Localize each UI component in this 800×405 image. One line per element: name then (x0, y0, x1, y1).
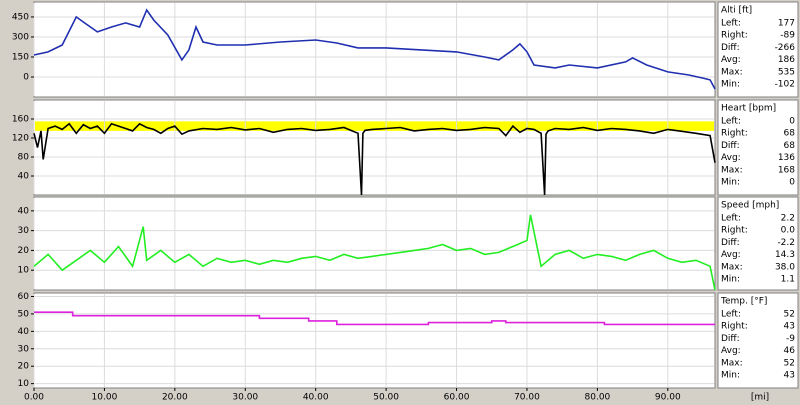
x-tick-label: 50.00 (373, 393, 399, 403)
y-tick-label: 40 (18, 206, 30, 216)
stats-label: Min: (721, 178, 740, 188)
target-zone (35, 121, 714, 131)
y-tick-label: 30 (18, 226, 30, 236)
stats-value: 43 (784, 371, 795, 381)
stats-label: Right: (721, 31, 748, 41)
y-tick-label: 150 (12, 52, 29, 62)
x-tick-label: 60.00 (444, 393, 470, 403)
stats-title: Heart [bpm] (721, 104, 776, 114)
stats-value: 2.2 (781, 214, 795, 224)
stats-label: Diff: (721, 43, 740, 53)
stats-value: 0.0 (781, 226, 796, 236)
series-line (33, 122, 716, 196)
stats-value: 68 (784, 141, 796, 151)
y-tick-label: 30 (18, 344, 30, 354)
y-tick-label: 0 (23, 72, 29, 82)
stats-value: 535 (778, 67, 795, 77)
stats-value: 168 (778, 165, 795, 175)
series-line (34, 311, 715, 326)
x-tick-label: 40.00 (303, 393, 329, 403)
y-tick-label: 60 (18, 292, 30, 302)
y-tick-label: 160 (12, 115, 29, 125)
x-tick-label: 70.00 (514, 393, 540, 403)
stats-value: 0 (789, 117, 795, 127)
stats-label: Avg: (721, 153, 741, 163)
x-axis-label: [mi] (751, 393, 769, 403)
stats-title: Alti [ft] (721, 6, 752, 16)
stats-value: -2.2 (777, 238, 795, 248)
stats-label: Max: (721, 358, 743, 368)
stats-label: Right: (721, 322, 748, 332)
stats-value: 136 (778, 153, 795, 163)
stats-label: Right: (721, 226, 748, 236)
x-tick-label: 20.00 (162, 393, 188, 403)
x-tick-label: 10.00 (92, 393, 118, 403)
stats-label: Diff: (721, 238, 740, 248)
stats-title: Speed [mph] (721, 201, 779, 211)
y-tick-label: 450 (12, 12, 29, 22)
stats-label: Diff: (721, 141, 740, 151)
stats-panel (717, 196, 799, 291)
stats-label: Min: (721, 80, 740, 90)
stats-value: 1.1 (781, 275, 795, 285)
stats-value: 186 (778, 55, 795, 65)
stats-label: Right: (721, 129, 748, 139)
stats-panel (717, 1, 799, 98)
stats-panel (717, 99, 799, 196)
stats-value: 43 (784, 322, 795, 332)
stats-value: -89 (780, 31, 795, 41)
series-line (33, 214, 716, 291)
stats-label: Left: (721, 310, 741, 320)
stats-value: -266 (775, 43, 796, 53)
stats-value: -102 (775, 80, 795, 90)
stats-label: Max: (721, 262, 743, 272)
stats-label: Left: (721, 117, 741, 127)
stats-value: 52 (784, 358, 795, 368)
x-tick-label: 30.00 (232, 393, 258, 403)
x-tick-label: 0.00 (24, 393, 44, 403)
stats-value: -9 (786, 334, 795, 344)
y-tick-label: 20 (18, 246, 30, 256)
stats-value: 0 (789, 178, 795, 188)
y-tick-label: 10 (18, 379, 30, 389)
stats-label: Diff: (721, 334, 740, 344)
stats-label: Max: (721, 165, 743, 175)
stats-value: 38.0 (775, 262, 795, 272)
stats-label: Avg: (721, 346, 741, 356)
plot-area (33, 1, 716, 98)
y-tick-label: 10 (18, 266, 30, 276)
stats-value: 46 (784, 346, 796, 356)
y-tick-label: 40 (18, 172, 30, 182)
y-tick-label: 120 (12, 134, 29, 144)
stats-value: 14.3 (775, 250, 795, 260)
plot-area (33, 292, 716, 389)
stats-label: Avg: (721, 250, 741, 260)
y-tick-label: 300 (12, 32, 29, 42)
x-tick-label: 80.00 (585, 393, 611, 403)
plot-area (33, 99, 716, 196)
stats-value: 177 (778, 19, 795, 29)
series-line (33, 8, 716, 90)
stats-label: Max: (721, 67, 743, 77)
stats-value: 68 (784, 129, 796, 139)
stats-label: Left: (721, 19, 741, 29)
stats-value: 52 (784, 310, 795, 320)
stats-label: Min: (721, 275, 740, 285)
x-tick-label: 90.00 (655, 393, 681, 403)
plot-area (33, 196, 716, 291)
stats-panel (717, 292, 799, 389)
stats-label: Avg: (721, 55, 741, 65)
stats-label: Min: (721, 371, 740, 381)
y-tick-label: 20 (18, 362, 30, 372)
stats-label: Left: (721, 214, 741, 224)
stats-title: Temp. [°F] (720, 297, 767, 307)
y-tick-label: 80 (18, 153, 30, 163)
y-tick-label: 50 (18, 309, 30, 319)
y-tick-label: 40 (18, 327, 30, 337)
